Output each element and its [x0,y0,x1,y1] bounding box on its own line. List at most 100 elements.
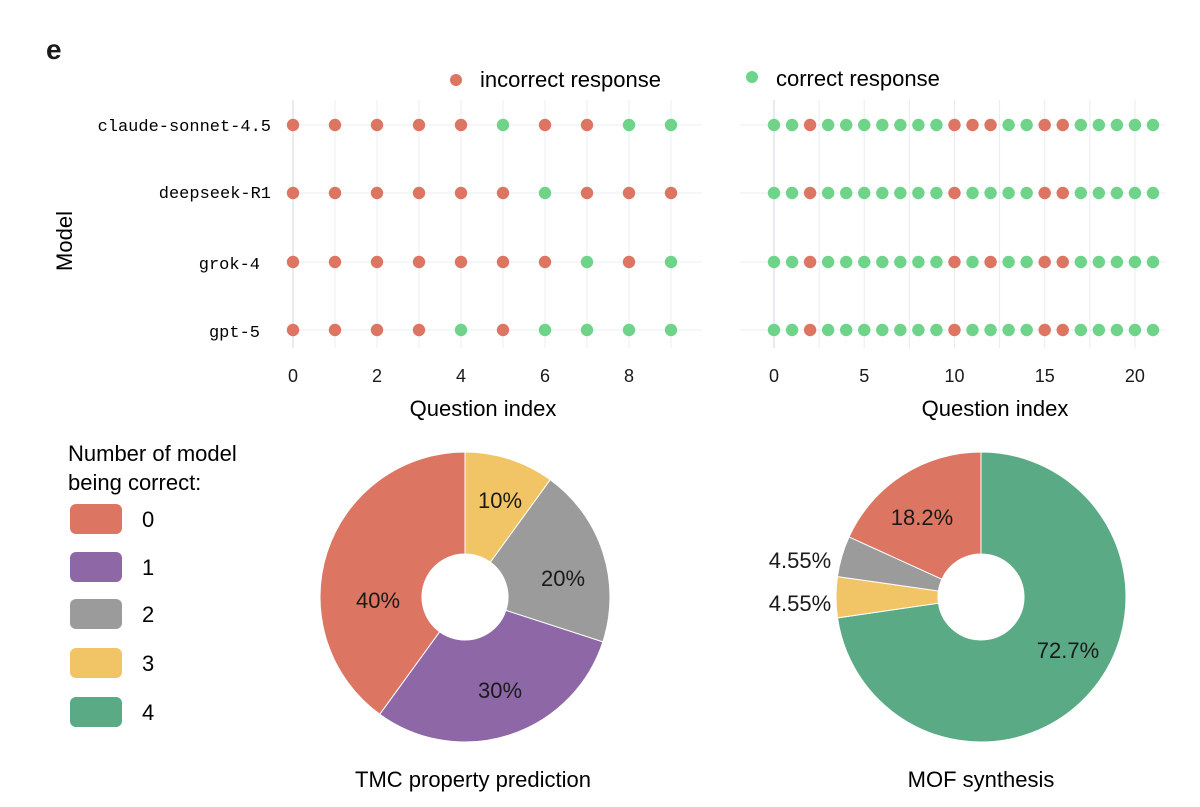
pie-slice-4 [836,451,1127,743]
mof-dot-plot: 0 5 10 15 20 [740,100,1165,386]
mof-donut-chart: 72.7% 4.55% 4.55% 18.2% [769,451,1127,743]
x-tick-label: 6 [540,366,550,386]
correct-dot [1092,255,1106,269]
incorrect-dot [328,118,342,132]
correct-dot [984,186,997,200]
correct-dot [1146,255,1160,269]
incorrect-dot [803,255,817,269]
pie-slice-label: 72.7% [1037,638,1099,663]
correct-dot [1128,118,1142,132]
correct-dot [767,186,781,200]
correct-dot [1128,186,1142,200]
correct-dot [1092,118,1106,132]
incorrect-dot [538,255,552,269]
incorrect-dot [370,323,384,337]
incorrect-dot [622,255,636,269]
incorrect-dot [412,255,426,269]
correct-dot [1074,323,1088,337]
correct-dot [538,323,552,337]
correct-dot [454,323,468,337]
incorrect-dot [622,186,636,200]
incorrect-dot [370,186,384,200]
correct-dot [1110,186,1124,200]
correct-dot [821,118,835,132]
correct-dot [858,323,871,337]
incorrect-dot [948,186,961,200]
incorrect-dot [412,186,426,200]
dot-legend: incorrect response correct response [450,66,940,92]
incorrect-dot [580,118,594,132]
pie-legend-title-line1: Number of model [68,441,237,466]
legend-swatch-0 [70,504,122,534]
x-tick-label: 4 [456,366,466,386]
correct-dot [912,323,925,337]
x-tick-label: 8 [624,366,634,386]
incorrect-dot [454,255,468,269]
pie-slice-label: 10% [478,488,522,513]
correct-dot [839,186,853,200]
correct-dot [785,323,799,337]
incorrect-dot [1056,255,1069,269]
correct-dot [1074,186,1088,200]
correct-dot [1074,118,1088,132]
model-label: gpt-5 [209,324,260,343]
tmc-pie-title: TMC property prediction [355,767,591,792]
tmc-dot-plot: 0 2 4 6 8 [286,100,702,386]
incorrect-dot [580,186,594,200]
legend-item-4: 4 [142,700,154,725]
incorrect-dot [803,186,817,200]
correct-dot [1020,118,1033,132]
incorrect-dot [412,323,426,337]
incorrect-dot [454,118,468,132]
correct-dot [912,255,925,269]
legend-item-3: 3 [142,651,154,676]
correct-dot [622,323,636,337]
legend-swatch-4 [70,697,122,727]
x-tick-label: 10 [944,366,964,386]
correct-dot [1110,255,1124,269]
panel-label: e [46,34,62,65]
correct-dot [1020,323,1033,337]
correct-dot [1128,323,1142,337]
incorrect-dot [370,255,384,269]
pie-slice-label: 20% [541,566,585,591]
correct-dot [1002,255,1015,269]
correct-dot [966,186,979,200]
x-tick-label: 2 [372,366,382,386]
correct-dot [664,323,678,337]
correct-dot [1002,118,1015,132]
model-label: deepseek-R1 [159,185,271,204]
incorrect-dot [496,255,510,269]
correct-dot [1146,118,1160,132]
incorrect-dot [1056,323,1069,337]
legend-incorrect-label: incorrect response [480,67,661,92]
correct-dot [785,186,799,200]
correct-dot [894,118,907,132]
x-tick-label: 20 [1125,366,1145,386]
pie-slice-label: 4.55% [769,548,831,573]
incorrect-dot [328,255,342,269]
incorrect-dot [412,118,426,132]
correct-dot [1128,255,1142,269]
correct-dot [1146,323,1160,337]
incorrect-dot [948,118,961,132]
correct-dot [496,118,510,132]
correct-dot [767,255,781,269]
legend-correct-marker [746,71,758,83]
tmc-donut-chart: 40% 30% 20% 10% [319,451,611,743]
correct-dot [821,323,835,337]
correct-dot [858,186,871,200]
incorrect-dot [370,118,384,132]
pie-slice-label: 18.2% [891,505,953,530]
correct-dot [930,118,943,132]
mof-pie-title: MOF synthesis [908,767,1055,792]
pie-legend: Number of model being correct: 0 1 2 3 4 [68,441,237,727]
incorrect-dot [454,186,468,200]
incorrect-dot [803,118,817,132]
x-tick-label: 5 [859,366,869,386]
correct-dot [1092,186,1106,200]
correct-dot [767,118,781,132]
correct-dot [912,118,925,132]
incorrect-dot [328,323,342,337]
